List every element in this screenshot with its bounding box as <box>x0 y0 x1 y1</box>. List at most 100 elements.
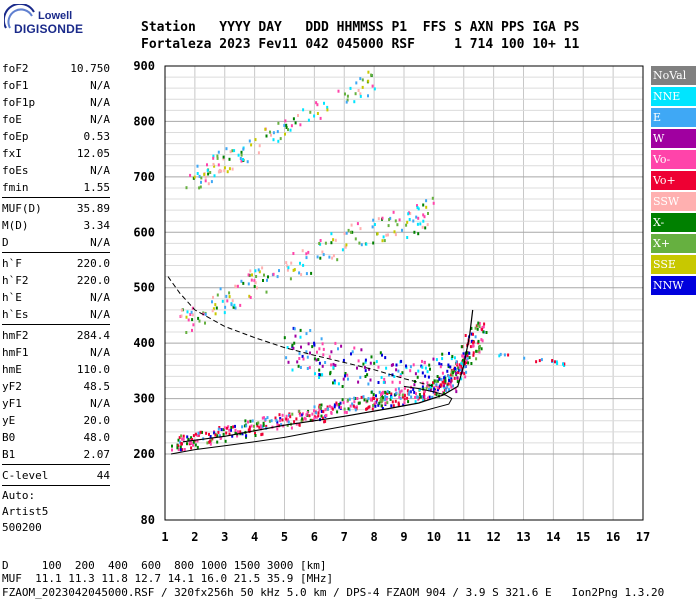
echo-point <box>302 108 305 112</box>
echo-point <box>383 377 386 381</box>
echo-point <box>190 310 193 314</box>
echo-point <box>338 403 341 406</box>
echo-point <box>432 357 435 361</box>
echo-point <box>276 423 279 427</box>
echo-point <box>300 345 302 349</box>
echo-point <box>434 390 437 394</box>
echo-point <box>231 149 234 153</box>
echo-point <box>216 293 219 297</box>
echo-point <box>198 174 201 178</box>
echo-point <box>470 339 473 343</box>
echo-point <box>322 253 325 257</box>
echo-point <box>364 375 367 378</box>
echo-point <box>373 361 376 365</box>
echo-point <box>443 388 446 392</box>
echo-point <box>390 392 393 396</box>
x-tick-label: 1 <box>161 530 168 544</box>
echo-point <box>406 236 409 239</box>
echo-point <box>442 391 445 395</box>
param-row: foF1 N/A <box>2 79 110 92</box>
echo-point <box>330 363 333 367</box>
echo-point <box>380 400 383 404</box>
echo-point <box>299 261 301 265</box>
echo-point <box>372 404 375 407</box>
echo-point <box>417 369 420 373</box>
echo-point <box>315 415 318 419</box>
echo-point <box>469 345 472 349</box>
echo-point <box>313 343 316 347</box>
echo-point <box>462 358 464 362</box>
echo-point <box>446 385 449 389</box>
echo-point <box>448 376 451 380</box>
echo-point <box>445 389 448 392</box>
echo-point <box>407 212 410 216</box>
echo-point <box>422 219 425 223</box>
echo-point <box>455 368 458 372</box>
echo-point <box>265 290 268 294</box>
echo-point <box>249 419 252 423</box>
echo-point <box>200 176 203 180</box>
echo-point <box>225 431 228 435</box>
echo-point <box>366 407 369 411</box>
echo-point <box>369 398 372 402</box>
echo-point <box>181 448 184 452</box>
echo-point <box>277 139 280 143</box>
echo-point <box>353 100 356 104</box>
echo-point <box>424 226 427 230</box>
echo-point <box>451 369 454 373</box>
echo-point <box>434 392 437 396</box>
echo-point <box>299 413 302 417</box>
echo-point <box>194 432 197 436</box>
echo-point <box>283 123 286 127</box>
echo-point <box>313 341 316 345</box>
echo-point <box>443 384 445 388</box>
echo-point <box>444 376 447 380</box>
digisonde-logo-icon <box>2 2 38 30</box>
echo-point <box>230 426 233 429</box>
echo-point <box>186 310 189 314</box>
echo-point <box>225 294 228 298</box>
echo-point <box>460 345 463 349</box>
echo-point <box>395 391 398 395</box>
echo-point <box>457 366 460 370</box>
echo-point <box>397 401 400 405</box>
echo-point <box>330 232 333 236</box>
echo-point <box>412 388 415 391</box>
echo-point <box>409 390 412 394</box>
echo-point <box>226 299 229 303</box>
echo-point <box>230 428 232 432</box>
echo-point <box>254 434 257 437</box>
echo-point <box>315 101 318 105</box>
echo-point <box>443 386 446 390</box>
echo-point <box>309 110 312 114</box>
echo-point <box>217 427 220 431</box>
x-tick-label: 13 <box>516 530 530 544</box>
echo-point <box>342 358 345 362</box>
echo-point <box>481 339 484 343</box>
echo-point <box>364 360 367 364</box>
echo-point <box>364 369 367 373</box>
echo-point <box>409 365 412 369</box>
echo-point <box>337 89 340 93</box>
echo-point <box>363 365 366 369</box>
echo-point <box>336 258 339 262</box>
echo-point <box>388 373 390 377</box>
echo-point <box>481 326 484 329</box>
echo-point <box>461 354 464 358</box>
echo-point <box>398 393 401 397</box>
echo-point <box>507 353 510 357</box>
echo-point <box>384 394 387 398</box>
echo-point <box>216 154 219 158</box>
echo-point <box>309 351 311 355</box>
echo-point <box>295 422 298 426</box>
echo-point <box>254 269 257 273</box>
echo-point <box>377 365 380 369</box>
echo-point <box>378 401 381 405</box>
echo-point <box>246 160 249 164</box>
echo-point <box>228 291 231 295</box>
param-row: hmE 110.0 <box>2 363 110 376</box>
echo-point <box>191 328 193 332</box>
echo-point <box>310 271 313 275</box>
echo-point <box>286 268 289 272</box>
echo-point <box>249 296 252 299</box>
